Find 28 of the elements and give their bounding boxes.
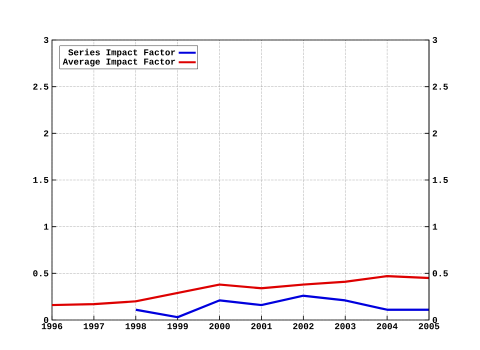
x-tick-label: 1998: [126, 323, 146, 330]
y-tick-label: 1: [44, 224, 48, 230]
y2-tick-label: 1: [432, 224, 438, 230]
y2-tick-label: 1.5: [432, 177, 448, 183]
x-tick-label: 1999: [168, 323, 188, 330]
y-tick-label: 2: [44, 130, 48, 136]
x-tick-label: 1996: [42, 323, 62, 330]
y-tick-label: 0.5: [33, 270, 48, 276]
y2-tick-label: 3: [432, 36, 438, 44]
legend-label: Average Impact Factor: [62, 58, 176, 66]
x-tick-label: 2002: [293, 323, 314, 330]
y2-tick-label: 0: [432, 316, 438, 324]
y-tick-label: 1.5: [33, 177, 48, 183]
y-tick-label: 3: [44, 36, 48, 44]
x-tick-label: 2004: [376, 323, 398, 330]
y-tick-label: 2.5: [33, 84, 48, 90]
x-tick-label: 2005: [418, 323, 440, 330]
y2-tick-label: 0.5: [432, 270, 448, 276]
y2-tick-label: 2.5: [432, 84, 448, 90]
y-tick-label: 0: [44, 316, 48, 324]
x-tick-label: 2000: [209, 323, 230, 330]
line-series: [134, 294, 430, 318]
line-series: [52, 275, 430, 306]
x-tick-label: 2003: [334, 323, 356, 330]
legend-label: Series Impact Factor: [68, 48, 176, 58]
y2-tick-label: 2: [432, 130, 438, 136]
x-tick-label: 1997: [84, 323, 104, 330]
x-tick-label: 2001: [251, 323, 272, 330]
